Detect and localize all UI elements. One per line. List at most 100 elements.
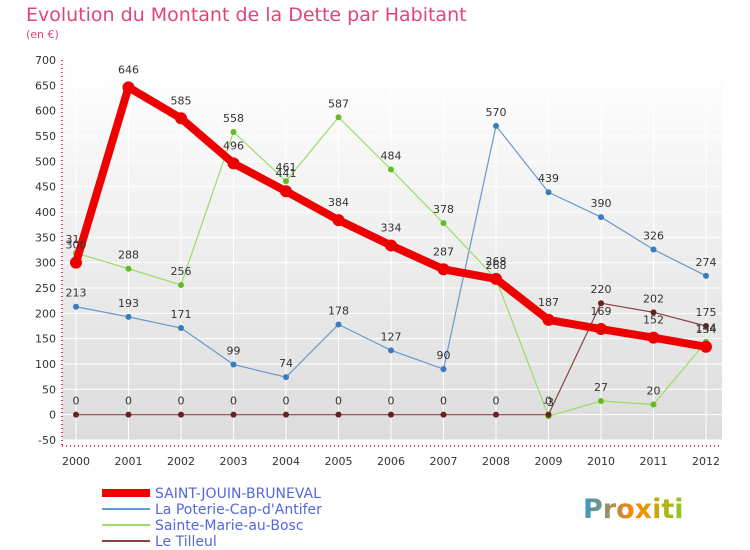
y-tick-label: 250 <box>35 282 56 295</box>
data-point <box>440 366 447 373</box>
data-label: 384 <box>328 196 349 209</box>
data-point <box>230 128 237 135</box>
data-label: 74 <box>279 357 293 370</box>
x-tick-label: 2004 <box>272 455 300 468</box>
y-tick-label: 700 <box>35 54 56 67</box>
data-label: 390 <box>591 197 612 210</box>
data-label: 202 <box>643 292 664 305</box>
x-tick-label: 2001 <box>115 455 143 468</box>
data-label: 187 <box>538 296 559 309</box>
data-point <box>283 374 289 381</box>
data-point <box>650 246 657 253</box>
data-point <box>335 321 342 328</box>
y-tick-label: 600 <box>35 105 56 118</box>
data-point <box>703 323 709 329</box>
data-point <box>227 157 240 170</box>
y-tick-label: 0 <box>49 409 56 422</box>
data-point <box>73 411 79 418</box>
data-label: 0 <box>440 395 447 408</box>
data-point <box>703 272 709 279</box>
data-point <box>598 397 604 404</box>
data-point <box>178 411 184 418</box>
data-point <box>493 411 499 418</box>
legend-label: Le Tilleul <box>155 534 217 550</box>
legend-item: Le Tilleul <box>102 534 217 550</box>
data-label: 587 <box>328 97 349 110</box>
data-label: 171 <box>171 308 192 321</box>
data-label: 288 <box>118 249 139 262</box>
x-tick-label: 2005 <box>325 455 353 468</box>
y-tick-label: 400 <box>35 206 56 219</box>
data-label: 268 <box>486 255 507 268</box>
data-point <box>388 166 394 173</box>
y-tick-label: 100 <box>35 358 56 371</box>
data-label: 20 <box>647 385 661 398</box>
data-label: 326 <box>643 229 664 242</box>
data-point <box>440 220 447 227</box>
data-point <box>125 313 132 320</box>
data-point <box>178 281 184 288</box>
data-point <box>437 263 450 276</box>
x-tick-label: 2010 <box>587 455 615 468</box>
x-tick-label: 2003 <box>220 455 248 468</box>
legend-label: La Poterie-Cap-d'Antifer <box>155 502 322 518</box>
data-label: 484 <box>381 149 402 162</box>
data-label: 496 <box>223 139 244 152</box>
data-point <box>178 325 184 332</box>
x-tick-label: 2012 <box>692 455 720 468</box>
data-label: 585 <box>171 94 192 107</box>
data-point <box>335 411 342 418</box>
data-point <box>73 303 79 310</box>
legend-label: Sainte-Marie-au-Bosc <box>155 518 304 534</box>
y-tick-label: 150 <box>35 333 56 346</box>
data-label: 213 <box>66 287 87 300</box>
data-label: 461 <box>276 161 297 174</box>
data-point <box>598 214 604 221</box>
data-label: 152 <box>643 314 664 327</box>
x-tick-label: 2008 <box>482 455 510 468</box>
data-point <box>545 189 552 196</box>
data-label: 570 <box>486 106 507 119</box>
x-tick-label: 2002 <box>167 455 195 468</box>
data-label: 0 <box>493 395 500 408</box>
data-point <box>440 411 447 418</box>
data-label: 220 <box>591 283 612 296</box>
data-point <box>70 256 82 269</box>
data-point <box>388 411 394 418</box>
data-point <box>125 411 132 418</box>
data-label: 268 <box>486 259 507 272</box>
y-tick-label: -50 <box>38 434 56 447</box>
data-point <box>493 122 499 129</box>
data-point <box>647 331 660 344</box>
data-point <box>280 185 292 198</box>
data-point <box>650 401 657 408</box>
data-label: 0 <box>283 395 290 408</box>
x-tick-label: 2006 <box>377 455 405 468</box>
legend-item: SAINT-JOUIN-BRUNEVAL <box>102 486 321 502</box>
y-tick-label: 450 <box>35 181 56 194</box>
data-label: 127 <box>381 330 402 343</box>
data-point <box>542 313 555 326</box>
legend-item: Sainte-Marie-au-Bosc <box>102 518 304 534</box>
x-tick-label: 2007 <box>430 455 458 468</box>
y-tick-label: 350 <box>35 231 56 244</box>
data-label: 193 <box>118 297 139 310</box>
x-tick-label: 2009 <box>535 455 563 468</box>
data-label: 646 <box>118 63 139 76</box>
data-label: 134 <box>696 323 717 336</box>
data-point <box>332 214 345 227</box>
y-tick-label: 500 <box>35 155 56 168</box>
data-point <box>230 361 237 368</box>
data-point <box>700 340 712 353</box>
data-point <box>385 239 397 252</box>
data-point <box>490 272 502 285</box>
data-label: 0 <box>388 395 395 408</box>
x-tick-label: 2011 <box>640 455 668 468</box>
proxiti-logo: Proxiti <box>583 494 684 525</box>
data-point <box>595 323 607 336</box>
chart-title: Evolution du Montant de la Dette par Hab… <box>26 4 467 26</box>
data-label: 439 <box>538 172 559 185</box>
y-tick-label: 50 <box>42 383 56 396</box>
